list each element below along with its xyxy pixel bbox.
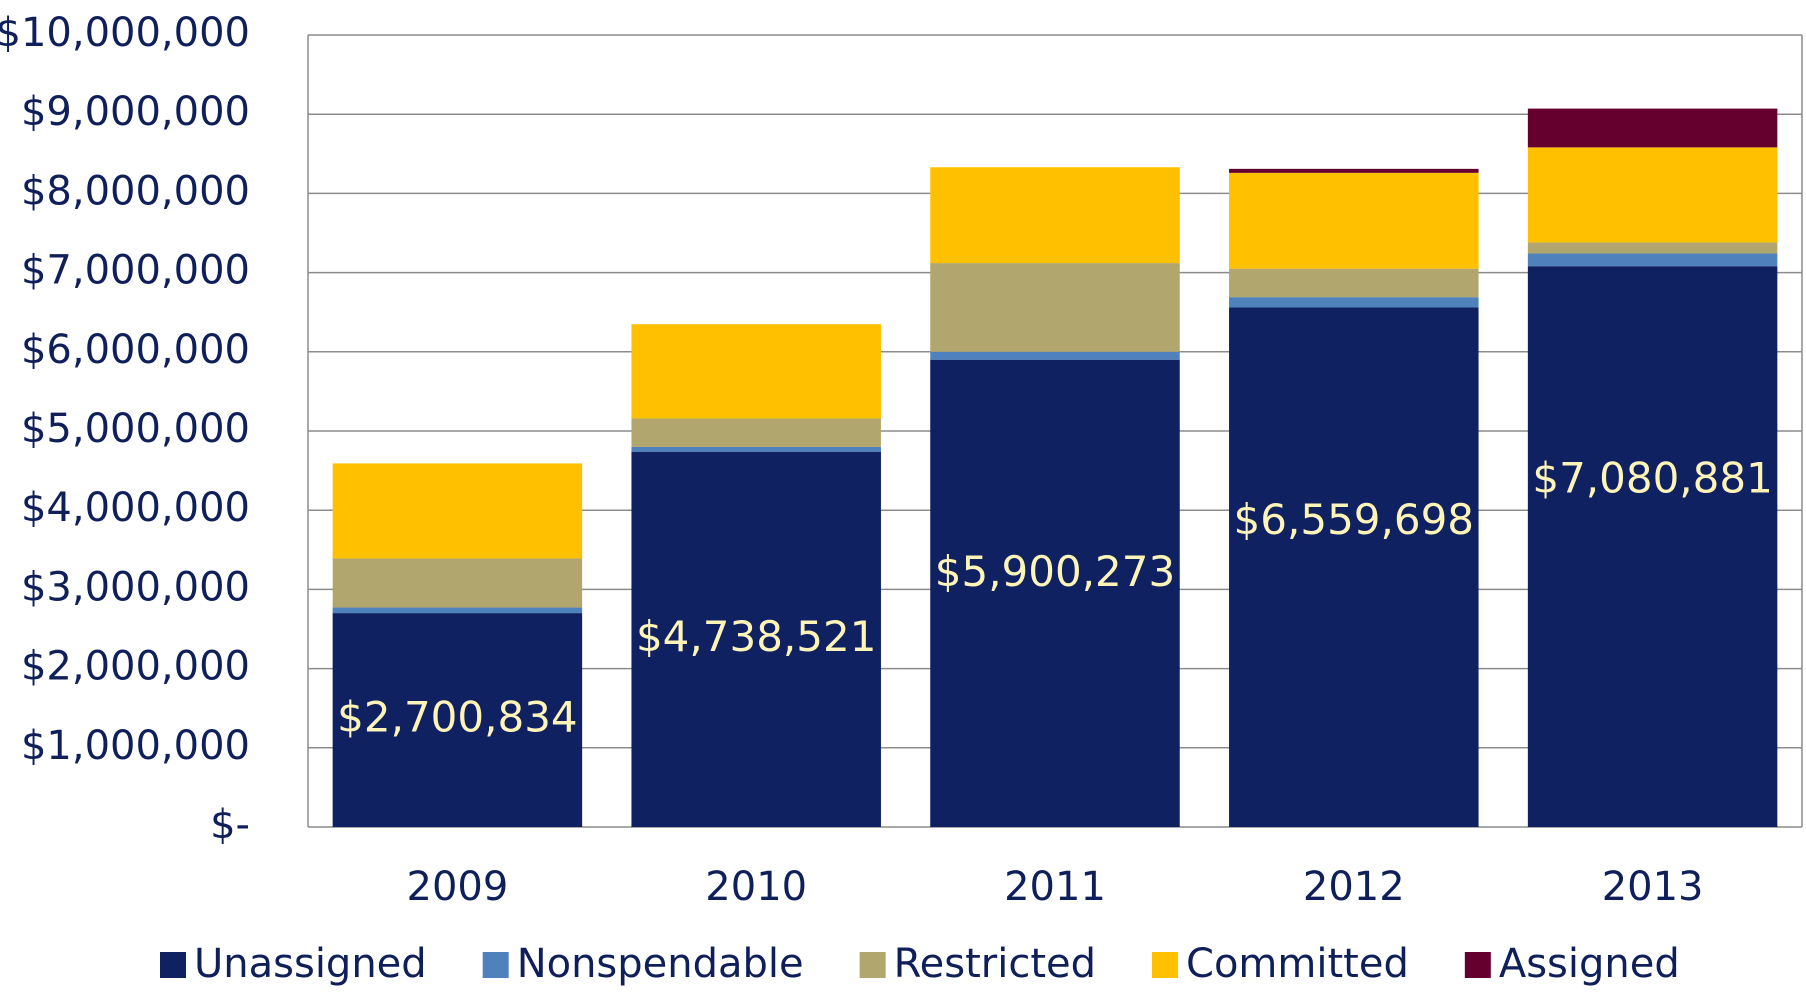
legend-label: Assigned bbox=[1499, 941, 1680, 987]
y-tick-label: $7,000,000 bbox=[21, 248, 250, 294]
legend-label: Nonspendable bbox=[517, 941, 804, 987]
bar-segment bbox=[1229, 172, 1479, 269]
y-tick-label: $10,000,000 bbox=[0, 10, 250, 56]
bar-segment bbox=[1527, 242, 1778, 254]
bar-segment bbox=[1229, 268, 1479, 298]
y-tick-label: $8,000,000 bbox=[21, 168, 250, 214]
bar-segment bbox=[930, 263, 1180, 352]
bar-segment bbox=[1527, 266, 1778, 827]
legend-swatch bbox=[160, 952, 186, 978]
y-tick-label: $5,000,000 bbox=[21, 406, 250, 452]
y-tick-label: $1,000,000 bbox=[21, 723, 250, 769]
data-label: $6,559,698 bbox=[1234, 495, 1474, 544]
bar-segment bbox=[1229, 168, 1479, 173]
data-label: $2,700,834 bbox=[337, 693, 577, 742]
legend-label: Unassigned bbox=[194, 941, 427, 987]
bar-segment bbox=[631, 451, 881, 827]
y-tick-label: $- bbox=[210, 802, 250, 848]
legend-swatch bbox=[482, 952, 509, 978]
x-tick-label: 2010 bbox=[705, 864, 807, 910]
bar-segment bbox=[930, 351, 1180, 360]
y-tick-label: $9,000,000 bbox=[21, 89, 250, 135]
data-label: $4,738,521 bbox=[636, 612, 876, 661]
data-label: $5,900,273 bbox=[935, 547, 1175, 596]
y-tick-label: $6,000,000 bbox=[21, 327, 250, 373]
legend-label: Committed bbox=[1186, 941, 1409, 987]
bar-segment bbox=[1229, 297, 1479, 308]
x-tick-label: 2013 bbox=[1602, 864, 1704, 910]
y-tick-label: $4,000,000 bbox=[21, 485, 250, 531]
bar-segment bbox=[332, 558, 583, 608]
bar-segment bbox=[1527, 253, 1778, 267]
y-tick-label: $2,000,000 bbox=[21, 644, 250, 690]
bar-segment bbox=[1527, 108, 1778, 148]
legend-swatch bbox=[1464, 952, 1491, 978]
legend-label: Restricted bbox=[894, 941, 1096, 987]
y-tick-label: $3,000,000 bbox=[21, 564, 250, 610]
bar-segment bbox=[930, 359, 1180, 827]
x-tick-label: 2011 bbox=[1004, 864, 1106, 910]
bar-segment bbox=[631, 418, 881, 447]
bar-segment bbox=[930, 167, 1180, 264]
data-label: $7,080,881 bbox=[1532, 454, 1772, 503]
x-tick-label: 2012 bbox=[1303, 864, 1405, 910]
bar-segment bbox=[332, 607, 583, 614]
legend-swatch bbox=[1152, 952, 1179, 978]
bar-segment bbox=[1527, 147, 1778, 243]
bar-segment bbox=[332, 463, 583, 559]
bar-segment bbox=[631, 324, 881, 419]
bar-segment bbox=[332, 613, 583, 827]
bar-segment bbox=[1229, 307, 1479, 827]
x-tick-label: 2009 bbox=[407, 864, 509, 910]
legend-swatch bbox=[859, 952, 886, 978]
bar-segment bbox=[631, 446, 881, 452]
